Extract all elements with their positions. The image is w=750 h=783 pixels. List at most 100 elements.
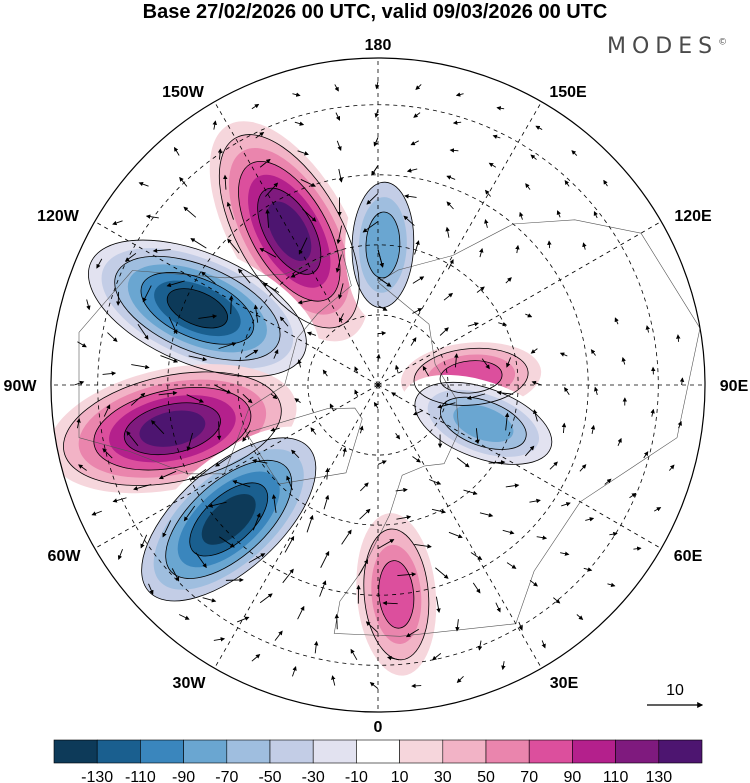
wind-vector-44 bbox=[255, 132, 265, 139]
wind-vector-162 bbox=[190, 468, 207, 481]
wind-vector-29 bbox=[633, 546, 642, 551]
wind-vector-202 bbox=[531, 380, 542, 386]
meridian-labels: 180 150E 120E 90E 60E 30E 0 30W 60W 90W … bbox=[4, 37, 749, 736]
wind-vector-171 bbox=[502, 529, 515, 535]
wind-vector-256 bbox=[297, 359, 302, 368]
contour-2-5 bbox=[123, 402, 221, 456]
wind-vector-25 bbox=[501, 661, 506, 671]
contour-2-3 bbox=[93, 386, 252, 471]
wind-vector-204 bbox=[525, 313, 533, 318]
wind-vector-180 bbox=[404, 194, 417, 199]
wind-vector-95 bbox=[225, 577, 244, 583]
wind-vector-152 bbox=[366, 193, 379, 205]
wind-vector-194 bbox=[341, 529, 352, 545]
colorbar-swatch-7 bbox=[356, 739, 400, 764]
wind-vector-16 bbox=[148, 583, 154, 595]
contour-3-5 bbox=[189, 482, 269, 557]
wind-vector-12 bbox=[76, 418, 81, 429]
wind-vector-86 bbox=[152, 248, 171, 253]
label-30w: 30W bbox=[173, 675, 207, 692]
wind-vector-69 bbox=[629, 492, 637, 499]
wind-vector-242 bbox=[359, 482, 369, 492]
anomaly-fill-6-4 bbox=[453, 404, 514, 443]
colorbar-tick-label-5: -30 bbox=[302, 769, 325, 783]
contour-5-3 bbox=[439, 360, 503, 394]
wind-vector-211 bbox=[290, 268, 308, 278]
wind-vector-160 bbox=[186, 394, 204, 403]
wind-vector-102 bbox=[495, 602, 501, 613]
wind-vector-54 bbox=[112, 497, 127, 503]
wind-vector-92 bbox=[133, 484, 152, 491]
wind-vector-36 bbox=[571, 150, 578, 156]
wind-vector-120 bbox=[300, 179, 316, 187]
wind-vector-18 bbox=[213, 637, 226, 642]
wind-vector-117 bbox=[373, 137, 379, 147]
wind-vector-238 bbox=[270, 393, 278, 400]
wind-vector-212 bbox=[262, 282, 280, 293]
wind-vector-7 bbox=[112, 220, 123, 226]
colorbar-swatch-8 bbox=[399, 739, 444, 764]
colorbar-swatch-3 bbox=[183, 739, 228, 764]
meridian-line-330 bbox=[214, 384, 379, 669]
wind-vector-137 bbox=[435, 596, 441, 613]
wind-vector-173 bbox=[549, 461, 558, 470]
wind-vector-60 bbox=[313, 640, 319, 654]
wind-vector-41 bbox=[374, 109, 379, 118]
wind-vector-263 bbox=[437, 402, 456, 409]
wind-vector-48 bbox=[124, 252, 137, 262]
wind-vector-278 bbox=[373, 401, 379, 409]
wind-vector-189 bbox=[216, 421, 222, 441]
wind-vector-166 bbox=[320, 550, 330, 568]
wind-vector-110 bbox=[614, 317, 619, 325]
wind-vector-87 bbox=[142, 285, 152, 303]
wind-vector-245 bbox=[456, 457, 470, 468]
label-150e: 150E bbox=[549, 84, 587, 101]
wind-vector-232 bbox=[377, 249, 384, 268]
contour-4-3 bbox=[365, 211, 401, 279]
wind-vector-141 bbox=[561, 502, 571, 507]
contour-1-7 bbox=[166, 288, 228, 329]
colorbar-tick-label-6: -10 bbox=[345, 769, 368, 783]
wind-vector-128 bbox=[150, 420, 165, 435]
wind-vector-75 bbox=[564, 180, 570, 187]
wind-vector-174 bbox=[561, 422, 567, 434]
meridian-line-30 bbox=[377, 384, 542, 669]
wind-vector-51 bbox=[102, 371, 117, 376]
wind-vector-257 bbox=[294, 398, 301, 404]
meridian-line-240 bbox=[94, 221, 379, 386]
map-border bbox=[50, 57, 706, 713]
label-0: 0 bbox=[374, 719, 383, 736]
wind-vector-82 bbox=[297, 150, 309, 156]
wind-vector-9 bbox=[86, 299, 91, 311]
wind-vector-62 bbox=[387, 655, 400, 661]
wind-vector-179 bbox=[446, 201, 454, 210]
wind-vector-64 bbox=[477, 640, 483, 651]
wind-vector-5 bbox=[174, 146, 180, 156]
wind-vector-279 bbox=[391, 392, 399, 398]
wind-vector-124 bbox=[166, 280, 185, 288]
wind-vector-207 bbox=[445, 226, 450, 238]
wind-vector-258 bbox=[310, 427, 317, 435]
wind-vector-163 bbox=[208, 501, 227, 508]
wind-vector-155 bbox=[265, 208, 270, 228]
wind-vector-70 bbox=[643, 451, 649, 459]
vector-reference: 10 bbox=[647, 682, 704, 708]
wind-vector-199 bbox=[505, 483, 520, 488]
wind-vector-109 bbox=[621, 356, 626, 365]
wind-vector-105 bbox=[585, 517, 595, 522]
wind-vector-6 bbox=[138, 181, 149, 187]
contour-4-1 bbox=[351, 181, 415, 309]
wind-vector-226 bbox=[496, 390, 514, 396]
wind-vector-31 bbox=[668, 464, 675, 471]
meridian-line-120 bbox=[377, 221, 662, 386]
wind-vector-0 bbox=[375, 81, 380, 90]
wind-vector-46 bbox=[179, 176, 188, 187]
colorbar-tick-label-3: -70 bbox=[215, 769, 238, 783]
colorbar-swatch-9 bbox=[442, 739, 487, 764]
wind-vector-27 bbox=[576, 614, 584, 621]
colorbar: -130 -110 -90 -70 -50 -30 -10 10 30 50 70 90 110 130 bbox=[53, 739, 703, 783]
wind-vector-103 bbox=[529, 580, 538, 587]
wind-vector-269 bbox=[329, 403, 334, 411]
wind-vector-145 bbox=[590, 349, 596, 356]
colorbar-swatch-10 bbox=[485, 739, 530, 764]
